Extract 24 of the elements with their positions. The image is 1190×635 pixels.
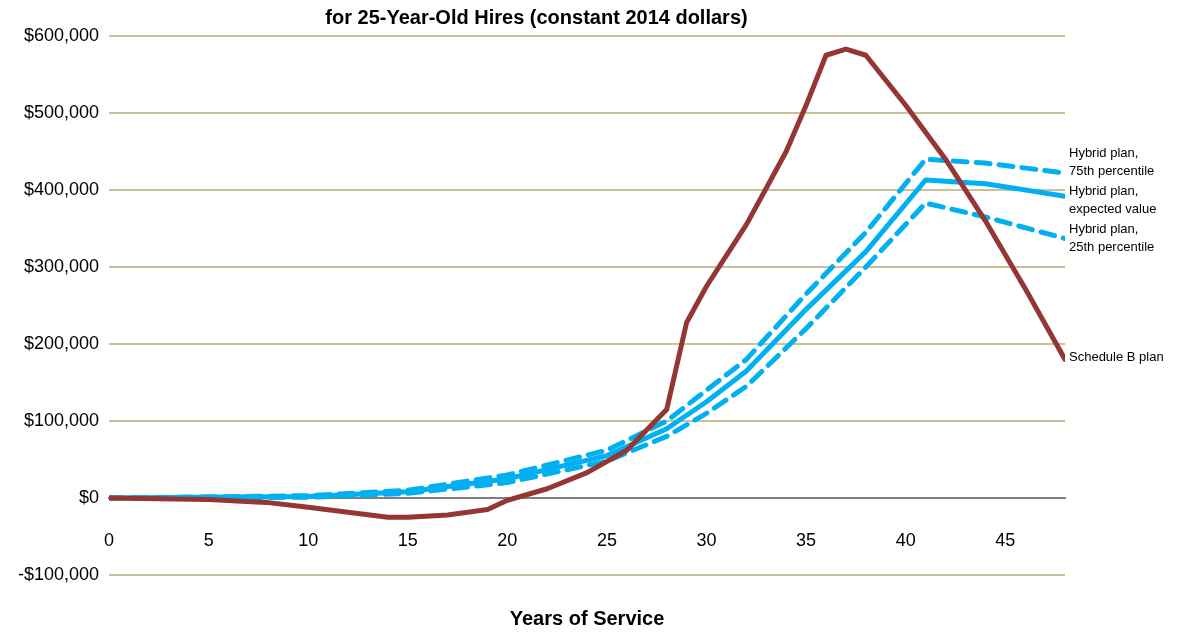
series-label: Hybrid plan, 75th percentile	[1069, 145, 1155, 179]
y-tick-label: $0	[79, 486, 100, 507]
y-tick-label: -$100,000	[17, 563, 100, 584]
series-label: Hybrid plan, expected value	[1069, 183, 1157, 217]
x-tick-label: 5	[203, 529, 214, 550]
x-tick-label: 10	[298, 529, 319, 550]
y-tick-label: $500,000	[23, 101, 100, 122]
x-tick-label: 15	[397, 529, 418, 550]
x-axis-title: Years of Service	[509, 607, 665, 630]
series-label: Hybrid plan, 25th percentile	[1069, 221, 1155, 255]
x-tick-label: 35	[796, 529, 817, 550]
x-tick-label: 30	[696, 529, 717, 550]
x-tick-label: 25	[596, 529, 617, 550]
x-tick-label: 0	[104, 529, 115, 550]
y-tick-label: $300,000	[23, 255, 100, 276]
chart-title: for 25-Year-Old Hires (constant 2014 dollars)	[325, 5, 748, 28]
x-tick-label: 20	[497, 529, 518, 550]
series-label: Schedule B plan	[1069, 349, 1164, 365]
y-tick-label: $200,000	[23, 332, 100, 353]
y-tick-label: $400,000	[23, 178, 100, 199]
x-tick-label: 40	[895, 529, 916, 550]
y-tick-label: $100,000	[23, 409, 100, 430]
y-tick-label: $600,000	[23, 24, 100, 45]
x-tick-label: 45	[995, 529, 1016, 550]
